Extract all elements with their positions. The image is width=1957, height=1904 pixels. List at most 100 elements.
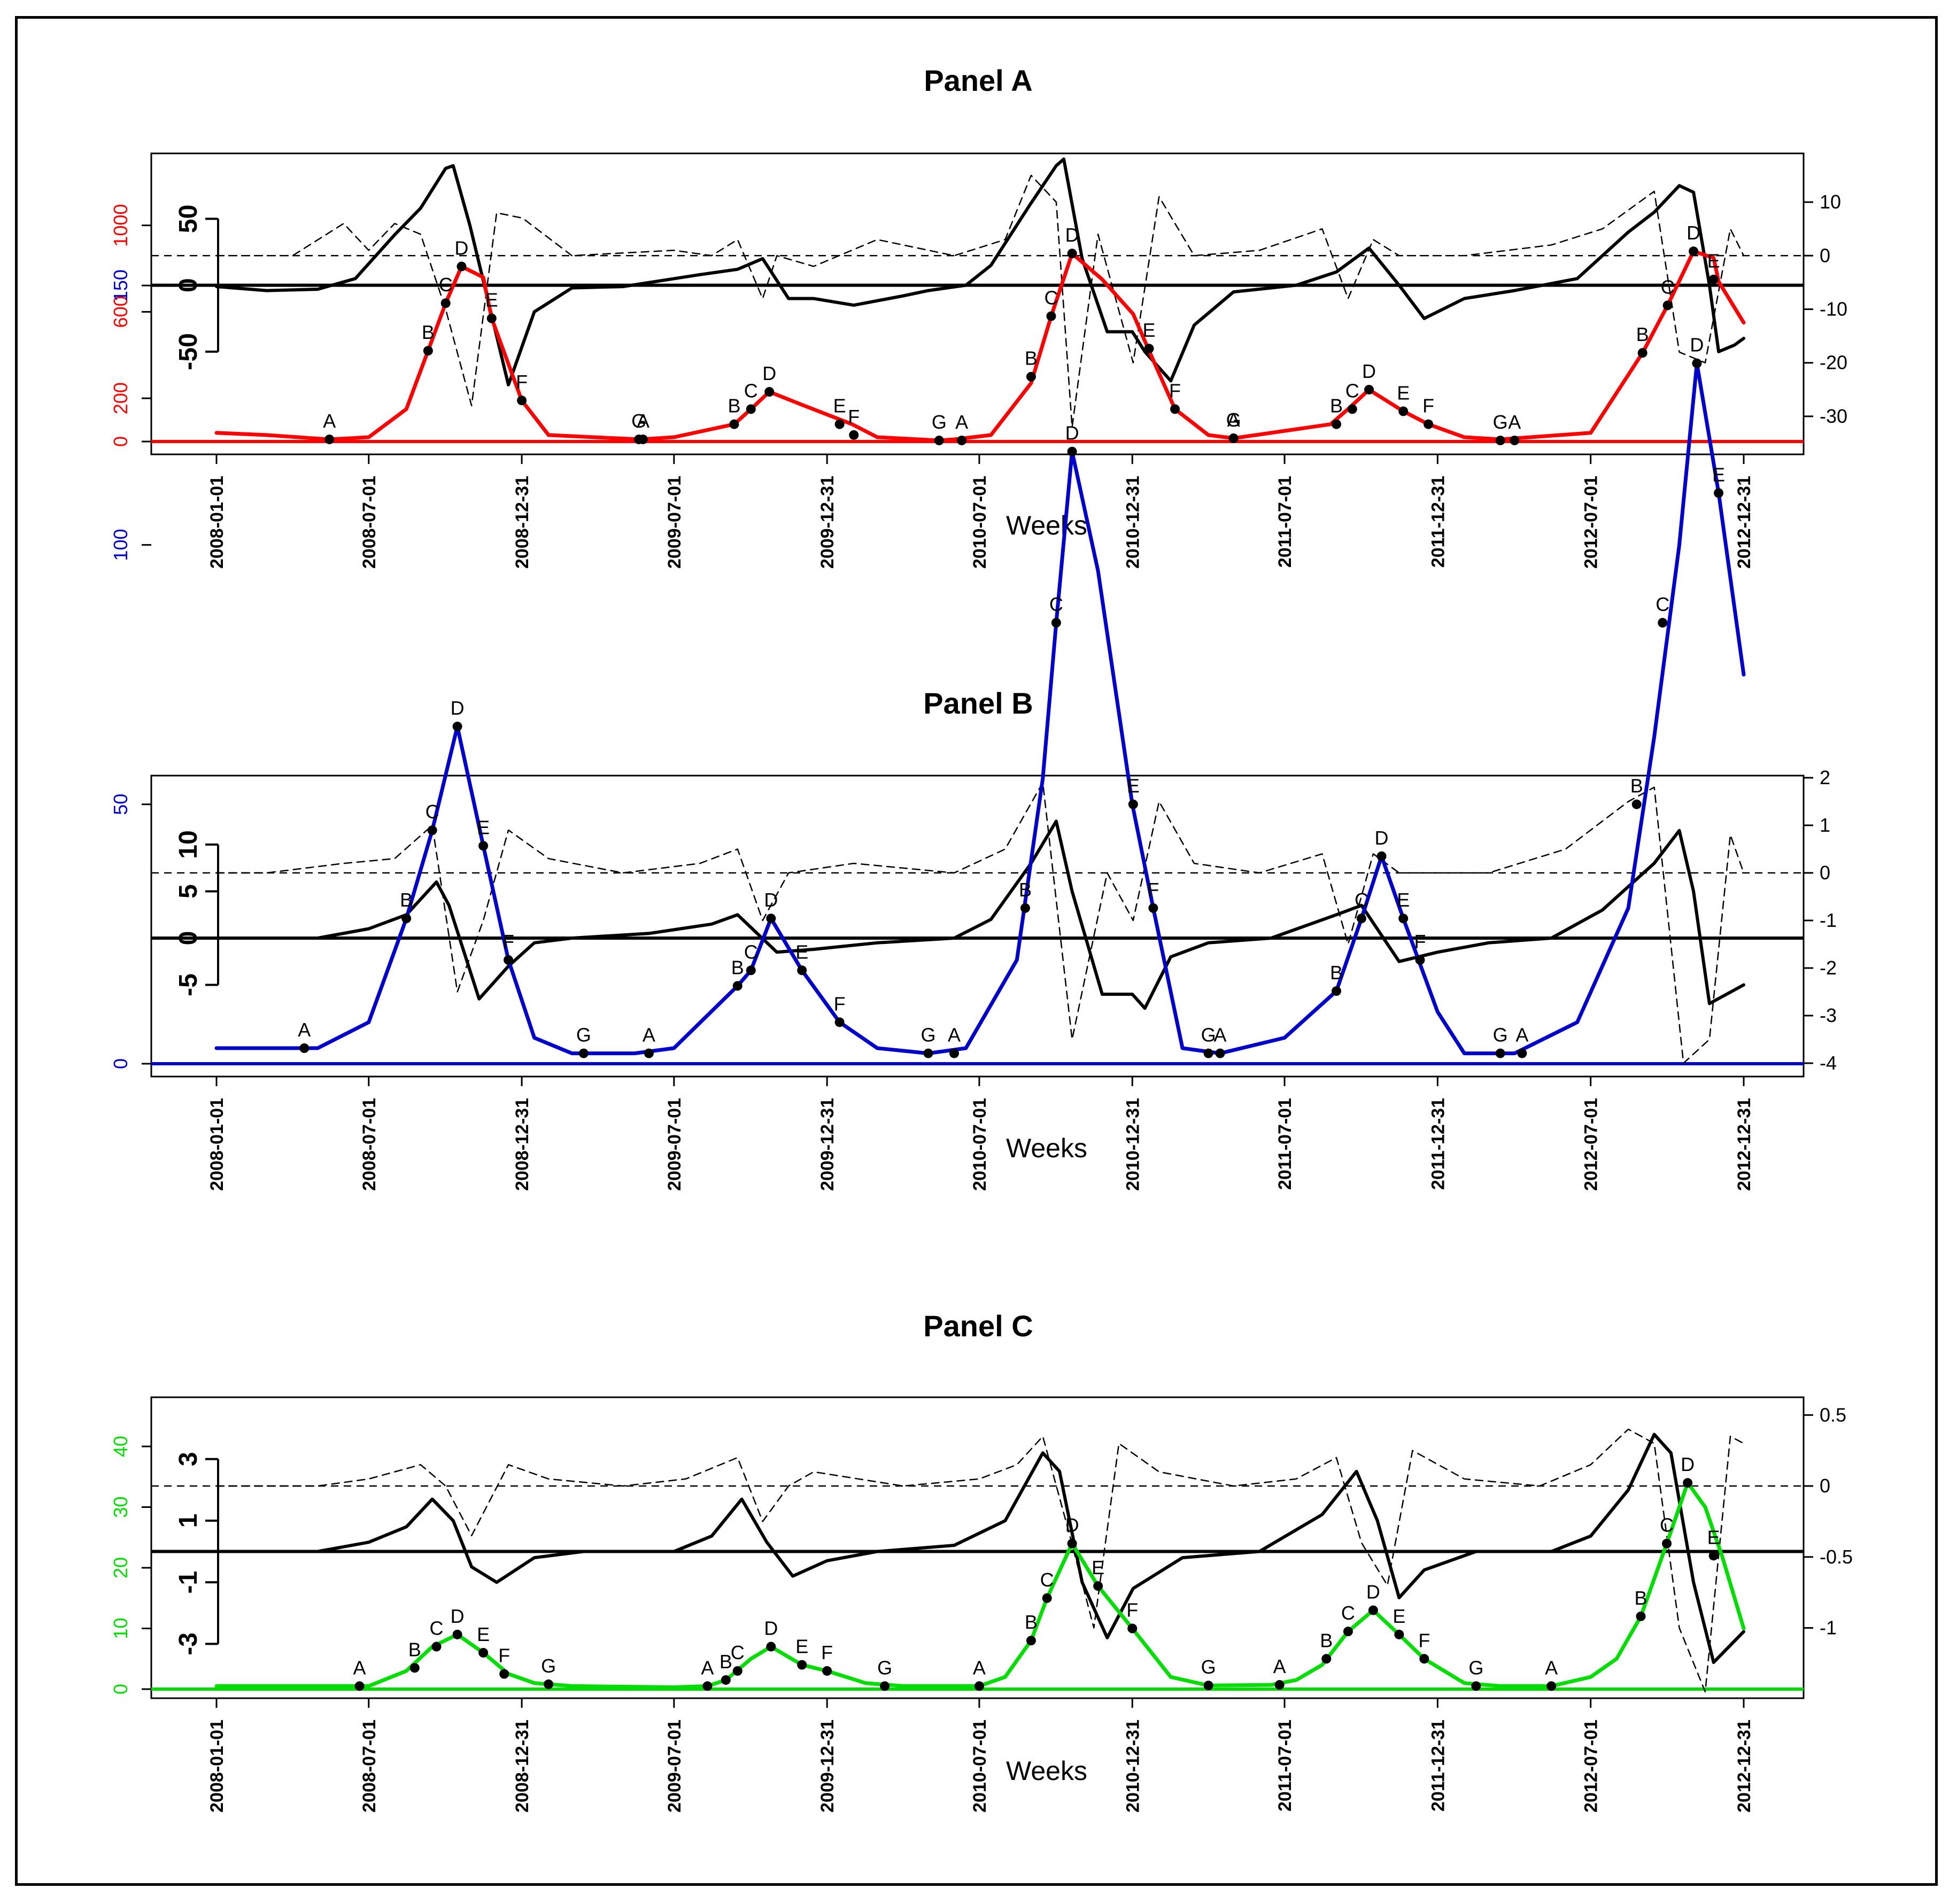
inner-axis: -3 -1 1 3: [174, 1452, 219, 1655]
phase-point: [401, 914, 412, 924]
phase-label: E: [1127, 775, 1140, 797]
x-axis-tick-label: 2010-12-31: [1123, 476, 1143, 569]
phase-label: G: [1493, 1024, 1508, 1046]
phase-point: [1419, 1654, 1429, 1664]
plot-box: [150, 775, 1805, 1078]
right-axis-tick-label: -30: [1820, 405, 1847, 427]
phase-label: D: [1366, 1581, 1380, 1603]
phase-label: D: [1681, 1453, 1695, 1475]
phase-point: [1203, 1681, 1213, 1691]
phase-label: E: [1397, 889, 1410, 911]
phase-label: A: [637, 410, 649, 432]
phase-label: B: [1025, 1611, 1038, 1633]
phase-point: [822, 1666, 832, 1676]
phase-label: C: [1049, 593, 1063, 615]
derivative-series-line: [215, 1433, 1745, 1664]
derivative-series-line: [215, 819, 1745, 1010]
x-axis-tick-label: 2008-01-01: [207, 1720, 227, 1813]
phase-label: D: [451, 1605, 465, 1627]
phase-point: [499, 1669, 509, 1679]
phase-label: C: [426, 801, 439, 823]
x-axis-tick-label: 2012-07-01: [1581, 476, 1602, 569]
x-axis: 2008-01-01 2008-07-01 2008-12-31 2009-07-01…: [207, 1077, 1754, 1191]
phase-label: G: [631, 410, 646, 432]
phase-label: G: [1493, 411, 1508, 433]
phase-label: A: [701, 1657, 714, 1678]
x-axis-tick-label: 2009-12-31: [817, 1720, 838, 1813]
phase-point: [1026, 371, 1036, 382]
phase-label: D: [1065, 224, 1079, 246]
right-axis-tick-label: -4: [1820, 1052, 1837, 1074]
phase-point: [1376, 851, 1387, 861]
phase-point: [1662, 1538, 1672, 1549]
x-axis: 2008-01-01 2008-07-01 2008-12-31 2009-07-01…: [207, 454, 1754, 569]
phase-label: D: [1375, 827, 1389, 849]
phase-label: A: [323, 410, 336, 432]
phase-label: E: [1707, 250, 1720, 272]
phase-label: A: [955, 411, 968, 433]
inner-axis-tick-label: 1: [174, 1514, 203, 1528]
phase-point: [1067, 249, 1077, 259]
phase-label: D: [1362, 360, 1376, 382]
right-axis-tick-label: 0: [1820, 862, 1830, 884]
phase-point: [1020, 903, 1030, 913]
x-axis-tick-label: 2008-01-01: [207, 476, 227, 569]
left-axis-tick-label: 40: [110, 1436, 132, 1457]
left-axis: 0 50 100 150: [110, 269, 151, 1069]
x-axis-tick-label: 2011-07-01: [1275, 476, 1295, 568]
right-axis-tick-label: -10: [1820, 298, 1847, 320]
phase-label: E: [1393, 1605, 1405, 1627]
phase-label: F: [498, 1645, 510, 1667]
phase-label: C: [1355, 889, 1368, 911]
phase-point: [721, 1675, 731, 1685]
panel-c: Panel C 0 10 20 30 40 -1 -0.5 0 0.5 -3 -1 1 3 2008-01-…: [110, 1309, 1853, 1813]
left-axis-tick-label: 600: [110, 296, 132, 328]
phase-point: [1689, 246, 1699, 257]
phase-point: [764, 387, 775, 397]
right-axis-tick-label: -1: [1820, 1617, 1837, 1639]
main-series-line: [214, 1481, 1746, 1690]
phase-label: C: [1044, 287, 1058, 308]
right-axis-tick-label: 10: [1820, 191, 1841, 213]
phase-point: [1692, 358, 1702, 368]
phase-label: G: [541, 1655, 556, 1677]
phase-label: E: [1143, 319, 1156, 341]
phase-label: C: [1660, 1514, 1674, 1536]
left-axis-tick-label: 150: [110, 269, 132, 301]
inner-axis-tick-label: -1: [174, 1571, 203, 1594]
phase-label: A: [1515, 1024, 1528, 1046]
inner-axis-tick-label: -5: [174, 973, 203, 996]
phase-point: [1510, 435, 1520, 445]
phase-point: [638, 434, 648, 444]
phase-point: [440, 298, 451, 308]
phase-point: [1215, 1048, 1225, 1058]
phase-label: C: [1656, 593, 1669, 615]
phase-label: F: [1418, 1629, 1430, 1651]
phase-point: [452, 1629, 462, 1639]
phase-label: D: [1690, 334, 1704, 356]
x-axis-label: Weeks: [1006, 1756, 1087, 1786]
x-axis-label: Weeks: [1006, 510, 1087, 540]
phase-label: D: [1065, 1514, 1079, 1536]
x-axis-tick-label: 2010-12-31: [1123, 1720, 1143, 1813]
phase-label: G: [1226, 409, 1241, 431]
phase-point: [299, 1043, 310, 1053]
phase-point: [517, 396, 527, 406]
right-axis-tick-label: 1: [1820, 814, 1830, 836]
phase-point: [478, 1647, 489, 1658]
phase-point: [1093, 1581, 1103, 1591]
phase-point: [729, 419, 739, 429]
x-axis-tick-label: 2011-12-31: [1428, 1720, 1448, 1812]
phase-label: A: [643, 1024, 655, 1046]
x-axis: 2008-01-01 2008-07-01 2008-12-31 2009-07-01…: [207, 1698, 1754, 1813]
phase-point: [1128, 799, 1138, 809]
phase-point: [1398, 406, 1409, 416]
right-axis-tick-label: -3: [1820, 1004, 1837, 1026]
left-axis-tick-label: 1000: [110, 204, 132, 247]
phase-point: [1708, 1551, 1719, 1561]
x-axis-label: Weeks: [1006, 1133, 1087, 1163]
phase-label: B: [408, 1638, 421, 1660]
plot-box: [150, 1396, 1805, 1699]
x-axis-tick-label: 2010-07-01: [970, 1098, 990, 1191]
